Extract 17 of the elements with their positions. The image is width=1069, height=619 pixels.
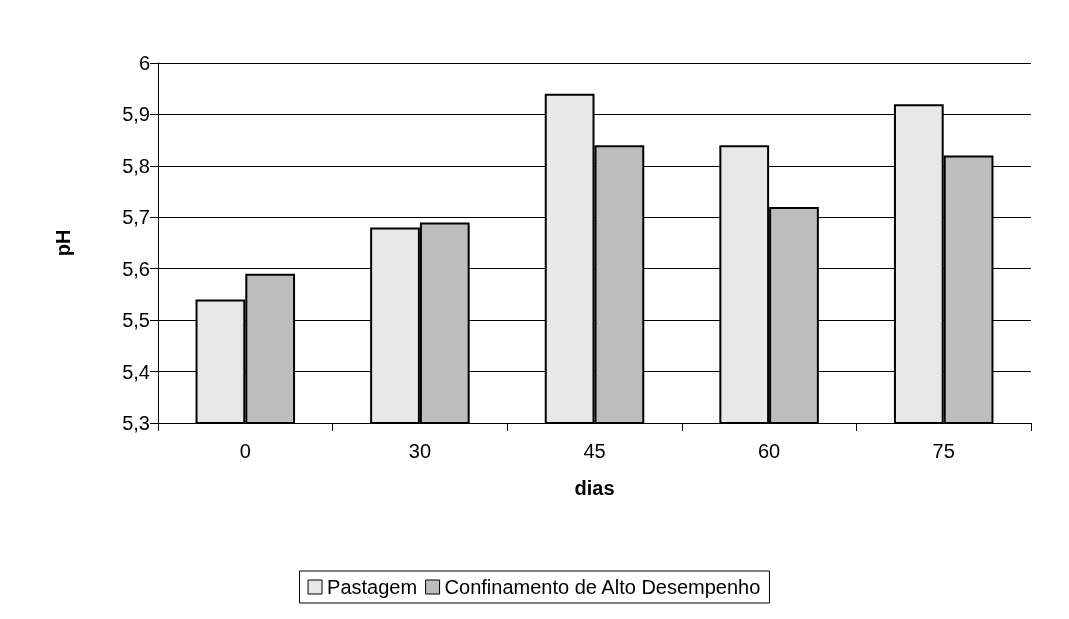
y-tick-label: 5,9 bbox=[122, 103, 150, 126]
y-tick-label: 5,4 bbox=[122, 360, 150, 383]
x-tick-label: 60 bbox=[757, 440, 781, 462]
x-axis-title: dias bbox=[574, 477, 615, 499]
y-tick-label: 6 bbox=[138, 52, 150, 74]
y-axis-title: pH bbox=[52, 229, 74, 257]
y-tick-label: 5,7 bbox=[122, 206, 150, 229]
x-tick-label: 30 bbox=[408, 440, 432, 462]
y-tick-label: 5,8 bbox=[122, 154, 150, 177]
legend-label: Confinamento de Alto Desempenho bbox=[444, 576, 761, 598]
x-tick-label: 45 bbox=[583, 440, 606, 462]
legend-label: Pastagem bbox=[327, 576, 418, 598]
y-tick-label: 5,6 bbox=[122, 257, 150, 280]
x-tick-label: 75 bbox=[932, 440, 955, 462]
y-tick-label: 5,5 bbox=[122, 309, 150, 332]
y-tick-label: 5,3 bbox=[122, 412, 150, 434]
x-tick-label: 0 bbox=[239, 440, 251, 462]
